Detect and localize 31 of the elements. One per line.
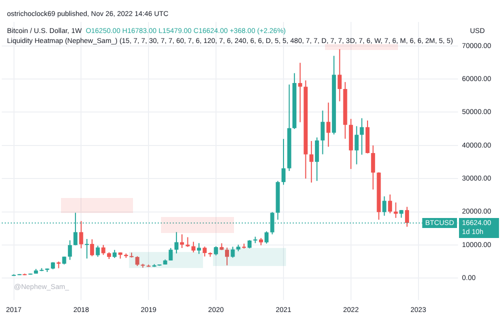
candlestick (326, 102, 330, 148)
candlestick (338, 48, 342, 102)
candlestick (405, 206, 410, 228)
candlestick (202, 246, 207, 257)
candlestick (68, 240, 72, 260)
candlestick (382, 196, 386, 216)
candlestick (79, 220, 84, 249)
candlestick (191, 241, 196, 253)
candlestick (180, 234, 184, 249)
candlestick (354, 126, 359, 165)
candlestick (360, 118, 364, 156)
candlestick (298, 62, 302, 123)
candlestick (394, 202, 398, 218)
candlestick (388, 194, 392, 214)
candlestick (230, 246, 235, 258)
candlestick (225, 247, 230, 266)
candlestick (309, 140, 314, 184)
candlestick (320, 110, 325, 155)
candlestick (371, 144, 376, 190)
candlestick (84, 238, 89, 260)
candlestick (90, 238, 94, 257)
candlestick (214, 246, 218, 256)
candlestick (174, 232, 178, 254)
candlestick (101, 244, 106, 256)
candlestick (186, 236, 190, 248)
candlestick (314, 136, 319, 182)
candlestick (135, 256, 140, 266)
candlestick (96, 245, 100, 258)
candlestick (168, 247, 173, 261)
candlestick (282, 138, 286, 186)
candlestick (264, 230, 269, 244)
